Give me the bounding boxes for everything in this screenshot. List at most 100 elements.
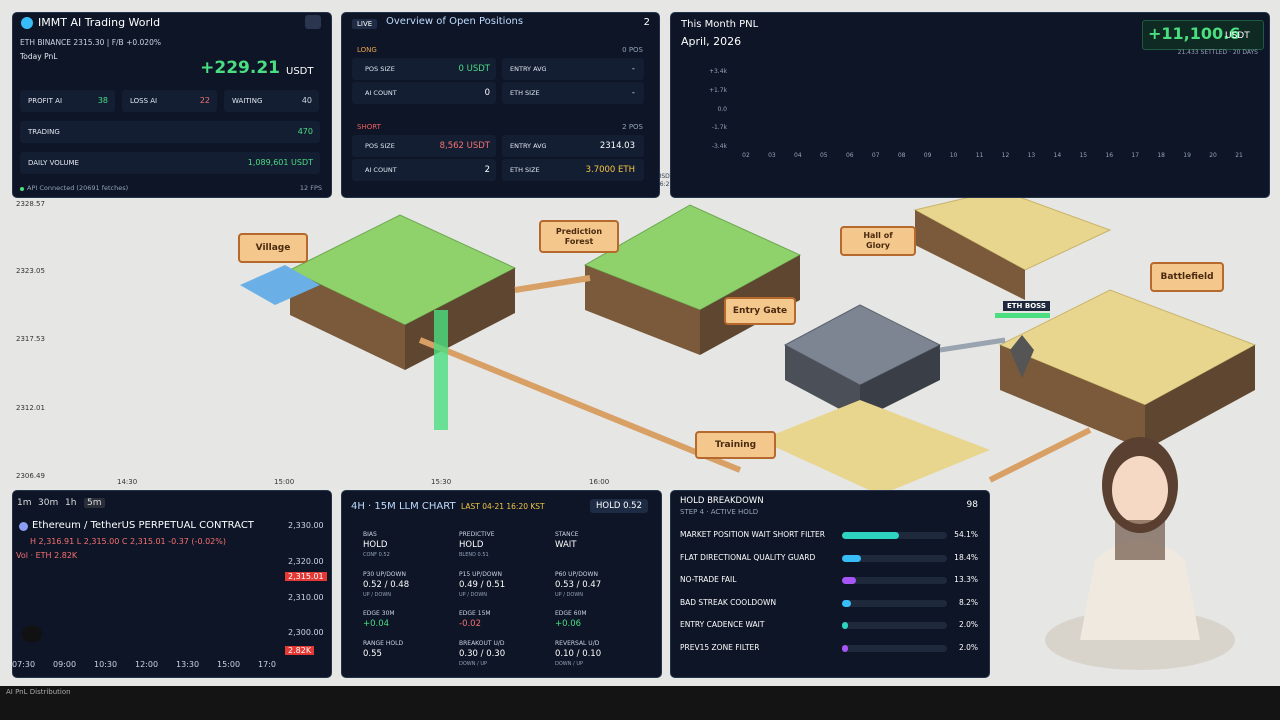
pos-value: 2314.03 [599,141,635,151]
llm-hold: HOLD 0.52 [590,499,648,513]
trading-box [20,121,320,143]
side-label: SHORT [357,123,381,131]
mini-title: Ethereum / TetherUS PERPETUAL CONTRACT [32,520,254,531]
stat-box [224,90,319,112]
x-tick-label: 04 [794,152,802,159]
pos-label: ENTRY AVG [510,142,547,150]
time-label: 13:30 [176,660,200,669]
pnl-title: This Month PNL [681,19,759,30]
boss-label: ETH BOSS [1003,301,1050,311]
hold-pct: 8.2% [958,597,978,607]
side-label: LONG [357,46,377,54]
llm-cell-label: EDGE 15M [459,610,491,617]
llm-cell-sub: DOWN / UP [459,661,488,667]
stat-label: WAITING [232,97,263,105]
today-label: Today PnL [20,52,58,61]
llm-cell-label: REVERSAL U/D [555,640,600,647]
hold-pct: 2.0% [958,620,978,630]
hold-track [842,622,947,630]
x-tick-label: 07 [871,152,880,159]
llm-cell-label: STANCE [555,531,579,538]
interval-button: 30m [38,498,59,508]
llm-cell-label: BIAS [363,531,377,538]
hold-pct: 18.4% [954,552,978,562]
api-status: API Connected (20691 fetches) [27,184,129,192]
time-label: 17:0 [258,660,276,669]
pnl-subtitle: April, 2026 [681,35,742,48]
pos-value: 8,562 USDT [439,141,490,151]
x-tick-label: 08 [897,152,906,159]
pos-value: - [631,88,635,98]
zone-label: Training [695,431,776,459]
x-tick-label: 20 [1209,152,1217,159]
pos-label: ETH SIZE [510,166,540,174]
interval-button: 1h [65,498,77,508]
time-label: 14:30 [117,478,138,486]
llm-cell-label: EDGE 60M [555,610,587,617]
minimize-button [305,15,321,29]
volume-box [20,152,320,174]
hold-bar [842,577,856,585]
x-tick-label: 10 [949,152,958,159]
pnl-note: 21,433 SETTLED · 20 DAYS [1177,49,1258,56]
x-tick-label: 13 [1027,152,1036,159]
pos-box [502,82,644,104]
trading-label: TRADING [28,128,60,136]
zone-label: Hall of Glory [840,226,916,256]
llm-panel [341,490,662,678]
x-tick-label: 18 [1157,152,1165,159]
hold-track [842,554,947,562]
hold-bar [842,554,862,562]
volume-value: 1,089,601 USDT [247,158,313,167]
price-label: 2328.57 [16,200,45,208]
pnl-total-box [1142,20,1264,50]
hold-reason: PREV15 ZONE FILTER [680,643,760,652]
price-label: 2323.05 [16,267,45,275]
llm-cell-value: 0.30 / 0.30 [459,649,506,659]
llm-cell-label: PREDICTIVE [459,531,495,538]
logo-icon [21,17,33,29]
mini-chart-panel [12,490,332,678]
llm-cell-value: 0.55 [363,649,382,659]
mini-volume: Vol · ETH 2.82K [16,551,78,560]
llm-cell-value: 0.53 / 0.47 [555,580,602,590]
x-tick-label: 19 [1183,152,1191,159]
llm-title: 4H · 15M LLM CHART [351,501,456,512]
time-label: 15:30 [431,478,452,486]
pos-value: 2 [484,165,490,175]
hold-title: HOLD BREAKDOWN [680,496,764,506]
y-tick-label: -3.4k [711,143,727,150]
mini-ohlc: H 2,316.91 L 2,315.00 C 2,315.01 -0.37 (… [30,537,226,546]
x-tick-label: 11 [975,152,984,159]
price-label: 2317.53 [16,335,45,343]
pnl-unit: USDT [1225,31,1250,41]
x-tick-label: 02 [742,152,750,159]
zone-label: Entry Gate [724,297,796,325]
tv-logo [22,626,42,642]
time-label: 10:30 [94,660,118,669]
status-dot [20,187,24,191]
x-tick-label: 15 [1079,152,1088,159]
side-pos: 2 POS [622,123,643,131]
y-tick-label: -1.7k [711,124,727,132]
stat-value: 40 [301,96,312,105]
hold-bar [842,532,899,539]
avatar [1045,437,1235,670]
hold-count: 98 [966,500,978,510]
llm-cell-value: -0.02 [459,619,481,629]
x-tick-label: 05 [819,152,828,159]
llm-cell-label: EDGE 30M [363,610,395,617]
llm-cell-value: 0.10 / 0.10 [555,649,602,659]
llm-cell-label: P30 UP/DOWN [363,571,406,578]
y-tick-label: +1.7k [708,86,727,94]
hold-track [842,577,947,585]
fps: 12 FPS [299,184,322,192]
interval-button: 1m [17,498,32,508]
stat-box [122,90,217,112]
hold-pct: 2.0% [958,643,978,652]
footer-bar [0,686,1280,720]
pos-box [502,159,644,181]
pos-box [352,58,496,80]
x-tick-label: 09 [923,152,932,159]
